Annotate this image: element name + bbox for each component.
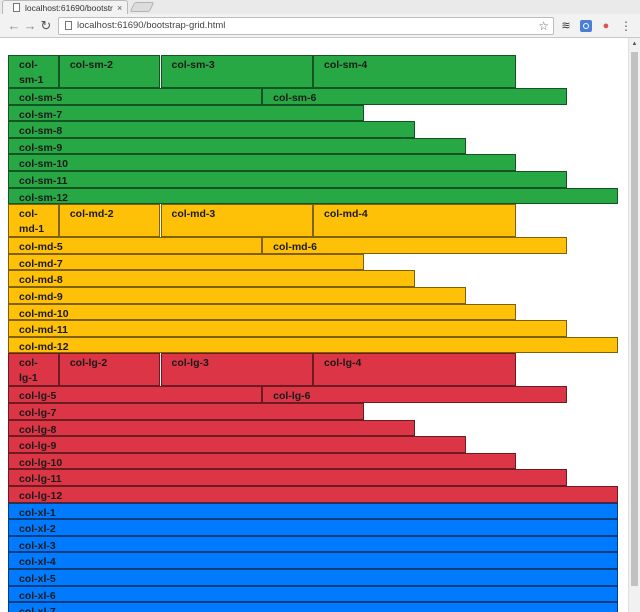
grid-row: col-sm-10 [8,154,618,171]
grid-row: col-xl-5 [8,569,618,586]
grid-cell-col-sm-8: col-sm-8 [8,121,415,138]
extension-icon[interactable] [580,20,592,32]
grid-row: col-md-8 [8,270,618,287]
grid-row: col-sm-12 [8,187,618,205]
grid-row: col-xl-7 [8,602,618,612]
address-bar[interactable]: localhost:61690/bootstrap-grid.html ☆ [58,17,554,35]
reload-icon[interactable]: ↻ [40,18,52,33]
grid-row: col-lg-10 [8,452,618,470]
grid-cell-col-md-5: col-md-5 [8,237,263,254]
grid-cell-col-lg-2: col-lg-2 [58,353,161,387]
menu-icon[interactable]: ⋮ [620,19,632,33]
bookmark-star-icon[interactable]: ☆ [538,19,549,33]
tab-strip: localhost:61690/bootstrap × [0,0,640,14]
grid-cell-col-md-2: col-md-2 [58,204,161,238]
grid-cell-col-md-3: col-md-3 [160,204,313,238]
grid-row: col-sm-7 [8,104,618,122]
grid-cell-col-md-6: col-md-6 [262,237,568,254]
grid-cell-col-md-10: col-md-10 [8,303,517,321]
grid-cell-col-xl-6: col-xl-6 [8,585,618,603]
grid-cell-col-sm-1: col-sm-1 [8,55,59,88]
grid-cell-col-sm-9: col-sm-9 [8,137,466,155]
grid-cell-col-xl-4: col-xl-4 [8,552,618,569]
grid-cell-col-md-9: col-md-9 [8,287,466,304]
grid-cell-col-xl-1: col-xl-1 [8,502,618,520]
forward-arrow-icon[interactable]: → [23,18,37,33]
grid-cell-col-sm-4: col-sm-4 [313,55,517,88]
grid-row: col-lg-12 [8,486,618,503]
back-arrow-icon[interactable]: ← [7,18,21,33]
grid-cell-col-lg-4: col-lg-4 [313,353,517,387]
url-text[interactable]: localhost:61690/bootstrap-grid.html [77,20,226,31]
grid-row: col-xl-1 [8,502,618,520]
grid-cell-col-sm-10: col-sm-10 [8,154,517,171]
grid-row: col-md-5 col-md-6 [8,237,618,254]
grid-cell-col-lg-10: col-lg-10 [8,452,517,470]
grid-row: col-xl-6 [8,585,618,603]
grid-cell-col-md-12: col-md-12 [8,336,618,354]
close-icon[interactable]: × [117,2,123,13]
grid-row: col-lg-8 [8,419,618,437]
grid-cell-col-xl-3: col-xl-3 [8,535,618,553]
grid-cell-col-md-7: col-md-7 [8,253,364,271]
grid-cell-col-lg-3: col-lg-3 [160,353,313,387]
grid-row: col-md-10 [8,303,618,321]
grid-cell-col-sm-6: col-sm-6 [262,88,568,105]
grid-cell-col-sm-2: col-sm-2 [58,55,161,88]
grid-cell-col-md-11: col-md-11 [8,320,568,337]
grid-row: col-xl-3 [8,535,618,553]
grid-row: col-sm-9 [8,137,618,155]
grid-cell-col-lg-7: col-lg-7 [8,403,364,420]
tab-title: localhost:61690/bootstrap [25,2,113,13]
grid-cell-col-sm-7: col-sm-7 [8,104,364,122]
grid-cell-col-lg-5: col-lg-5 [8,386,263,403]
record-extension-icon[interactable]: ● [602,20,610,32]
grid-row: col-sm-11 [8,171,618,188]
grid-cell-col-lg-9: col-lg-9 [8,436,466,453]
grid-row: col-md-7 [8,253,618,271]
grid-cell-col-xl-2: col-xl-2 [8,519,618,536]
browser-tab[interactable]: localhost:61690/bootstrap × [2,0,128,14]
grid-row: col-md-12 [8,336,618,354]
grid-cell-col-lg-8: col-lg-8 [8,419,415,437]
grid-cell-col-lg-6: col-lg-6 [262,386,568,403]
grid-row: col-md-1 col-md-2 col-md-3 col-md-4 [8,204,618,238]
page-icon [65,21,72,30]
grid-cell-col-md-8: col-md-8 [8,270,415,287]
grid-cell-col-xl-5: col-xl-5 [8,569,618,586]
layers-extension-icon[interactable]: ≋ [561,20,571,32]
scroll-thumb[interactable] [631,52,638,586]
grid-row: col-md-9 [8,287,618,304]
page-viewport: col-sm-1 col-sm-2 col-sm-3 col-sm-4 col-sm-5… [0,38,628,612]
grid-cell-col-xl-7: col-xl-7 [8,602,618,612]
vertical-scrollbar[interactable]: ▲ [628,38,640,612]
grid-row: col-sm-8 [8,121,618,138]
grid-row: col-md-11 [8,320,618,337]
document-icon [13,3,20,12]
grid-row: col-lg-11 [8,469,618,486]
grid-row: col-xl-4 [8,552,618,569]
grid-row: col-xl-2 [8,519,618,536]
grid-cell-col-lg-1: col-lg-1 [8,353,59,387]
grid-row: col-lg-5 col-lg-6 [8,386,618,403]
grid-cell-col-md-4: col-md-4 [313,204,517,238]
grid-cell-col-sm-5: col-sm-5 [8,88,263,105]
grid-cell-col-sm-12: col-sm-12 [8,187,618,205]
browser-toolbar: ← → ↻ localhost:61690/bootstrap-grid.htm… [0,14,640,38]
new-tab-button[interactable] [129,2,155,12]
grid-row: col-lg-9 [8,436,618,453]
grid-row: col-sm-1 col-sm-2 col-sm-3 col-sm-4 [8,55,618,88]
grid-cell-col-lg-12: col-lg-12 [8,486,618,503]
grid-cell-col-md-1: col-md-1 [8,204,59,238]
grid-cell-col-lg-11: col-lg-11 [8,469,568,486]
grid-cell-col-sm-11: col-sm-11 [8,171,568,188]
grid-row: col-sm-5 col-sm-6 [8,88,618,105]
scroll-up-arrow-icon[interactable]: ▲ [631,41,638,47]
grid-row: col-lg-7 [8,403,618,420]
grid-cell-col-sm-3: col-sm-3 [160,55,313,88]
grid-row: col-lg-1 col-lg-2 col-lg-3 col-lg-4 [8,353,618,387]
